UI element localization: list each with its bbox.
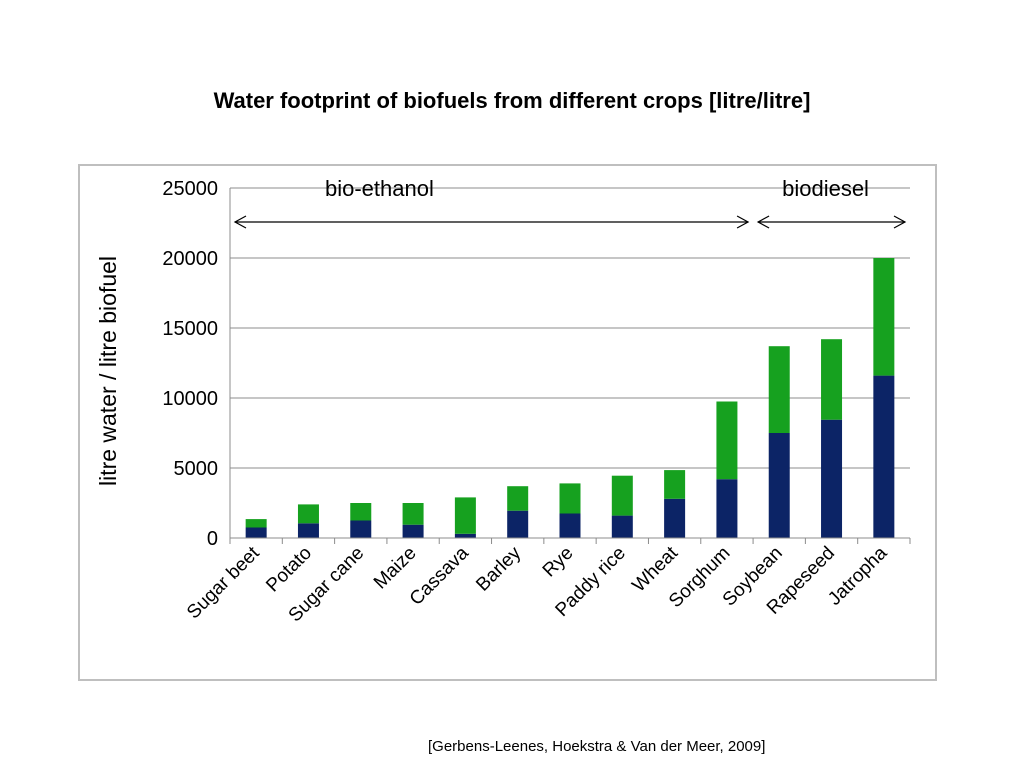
arrow-head-right — [736, 215, 750, 229]
arrow-head-right — [893, 215, 907, 229]
x-tick-label: Cassava — [406, 542, 473, 609]
bar-segment-1 — [664, 470, 686, 499]
y-tick-label: 10000 — [162, 388, 218, 410]
bar-segment-0 — [350, 520, 372, 538]
x-tick-label: Sugar beet — [183, 542, 264, 623]
bar-segment-0 — [664, 498, 686, 538]
bar-segment-1 — [507, 486, 529, 511]
annotation-label: bio-ethanol — [325, 176, 434, 201]
bar-segment-0 — [402, 524, 424, 538]
y-tick-label: 20000 — [162, 248, 218, 270]
bar-segment-1 — [559, 483, 581, 514]
bar-segment-0 — [611, 515, 633, 538]
bar-segment-0 — [245, 527, 267, 538]
bar-segment-0 — [768, 433, 790, 538]
bar-segment-1 — [821, 339, 843, 420]
y-tick-label: 25000 — [162, 178, 218, 200]
annotation-label: biodiesel — [782, 176, 869, 201]
x-tick-label: Rye — [539, 543, 578, 582]
bar-segment-1 — [245, 519, 267, 528]
x-tick-label: Maize — [370, 543, 421, 594]
bar-segment-1 — [873, 258, 895, 376]
bar-segment-1 — [350, 503, 372, 521]
y-tick-label: 0 — [207, 528, 218, 550]
bar-segment-0 — [716, 479, 738, 538]
bar-segment-0 — [507, 510, 529, 538]
bar-segment-1 — [454, 497, 476, 534]
bars — [245, 258, 895, 538]
bar-segment-1 — [768, 346, 790, 433]
citation: [Gerbens-Leenes, Hoekstra & Van der Meer… — [428, 738, 766, 755]
slide-title: Water footprint of biofuels from differe… — [213, 88, 811, 113]
bar-segment-1 — [297, 504, 319, 524]
bar-segment-0 — [559, 513, 581, 538]
chart-frame — [78, 164, 937, 681]
arrow-head-left — [233, 215, 247, 229]
bar-segment-1 — [716, 401, 738, 480]
arrow-head-left — [756, 215, 770, 229]
x-tick-label: Jatropha — [824, 542, 891, 609]
bar-segment-0 — [873, 375, 895, 538]
bar-segment-0 — [297, 523, 319, 538]
bar-segment-0 — [821, 419, 843, 538]
bar-segment-1 — [402, 503, 424, 525]
y-axis-title: litre water / litre biofuel — [95, 256, 121, 486]
y-tick-label: 5000 — [174, 458, 219, 480]
x-tick-label: Barley — [472, 542, 525, 595]
annotations: bio-ethanol biodiesel — [233, 176, 907, 229]
bar-segment-1 — [611, 475, 633, 516]
y-tick-label: 15000 — [162, 318, 218, 340]
bar-segment-0 — [454, 533, 476, 538]
